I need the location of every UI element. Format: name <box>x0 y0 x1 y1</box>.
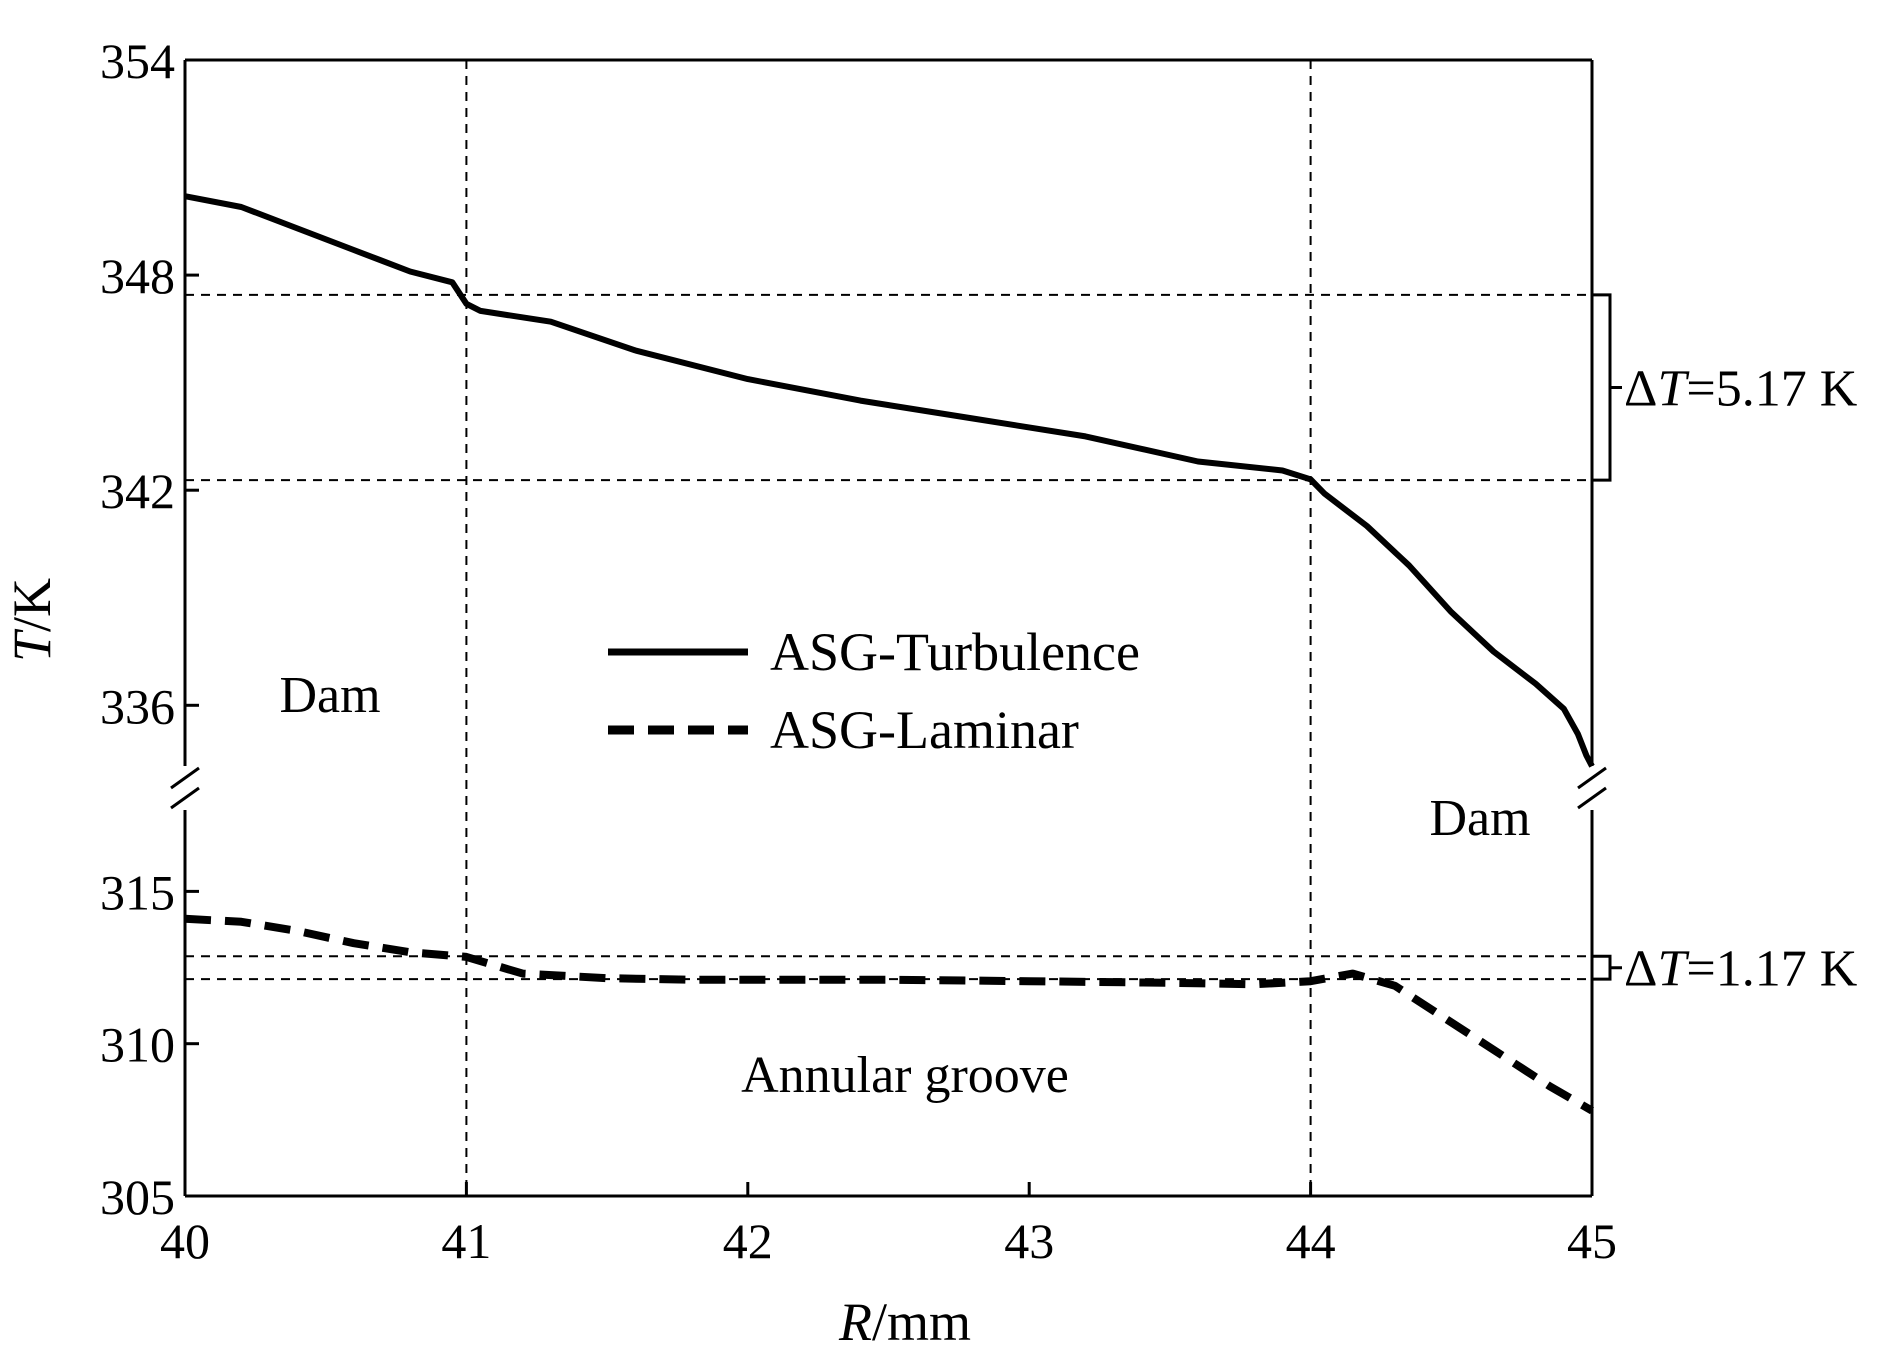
x-tick-label: 45 <box>1567 1213 1617 1269</box>
series-layer <box>184 193 1595 1115</box>
axis-break-mark-0-0 <box>170 766 200 790</box>
legend: ASG-Turbulence ASG-Laminar <box>608 622 1140 760</box>
y-tick-label: 310 <box>100 1017 175 1073</box>
x-tick-label: 41 <box>441 1213 491 1269</box>
delta-bracket-1 <box>1592 954 1622 981</box>
y-tick-label: 315 <box>100 864 175 920</box>
ticks: 40 41 42 43 44 45 354 348 342 336 315 310 305 <box>100 33 1617 1269</box>
y-tick-label: 342 <box>100 463 175 519</box>
y-tick-label: 336 <box>100 678 175 734</box>
region-label-bottom-center: Annular groove <box>741 1047 1069 1104</box>
axis-break-mark-0-1 <box>170 786 200 810</box>
delta-bracket-0 <box>1592 293 1622 482</box>
y-tick-label: 305 <box>100 1169 175 1225</box>
x-tick-label: 40 <box>160 1213 210 1269</box>
y-tick-label: 354 <box>100 33 175 89</box>
axis-break-mark-1-1 <box>1577 786 1607 810</box>
delta-label-0: ΔT=5.17 K <box>1624 360 1858 417</box>
axes <box>170 58 1607 1198</box>
x-tick-label: 43 <box>1004 1213 1054 1269</box>
y-tick-label: 348 <box>100 248 175 304</box>
delta-label-1: ΔT=1.17 K <box>1624 941 1858 998</box>
annotations: Dam Dam Annular groove ΔT=5.17 K ΔT=1.17 K <box>279 293 1858 1104</box>
x-tick-label: 44 <box>1286 1213 1336 1269</box>
legend-label-1: ASG-Laminar <box>770 700 1079 760</box>
series-line-asg-laminar <box>184 914 1595 1115</box>
x-axis-title: R/mm <box>838 1292 971 1352</box>
region-label-left: Dam <box>279 667 380 724</box>
legend-label-0: ASG-Turbulence <box>770 622 1140 682</box>
x-tick-label: 42 <box>723 1213 773 1269</box>
y-axis-title: T/K <box>2 578 62 662</box>
region-label-right: Dam <box>1429 790 1530 847</box>
axis-break-mark-1-0 <box>1577 766 1607 790</box>
series-line-asg-turbulence <box>184 193 1595 768</box>
